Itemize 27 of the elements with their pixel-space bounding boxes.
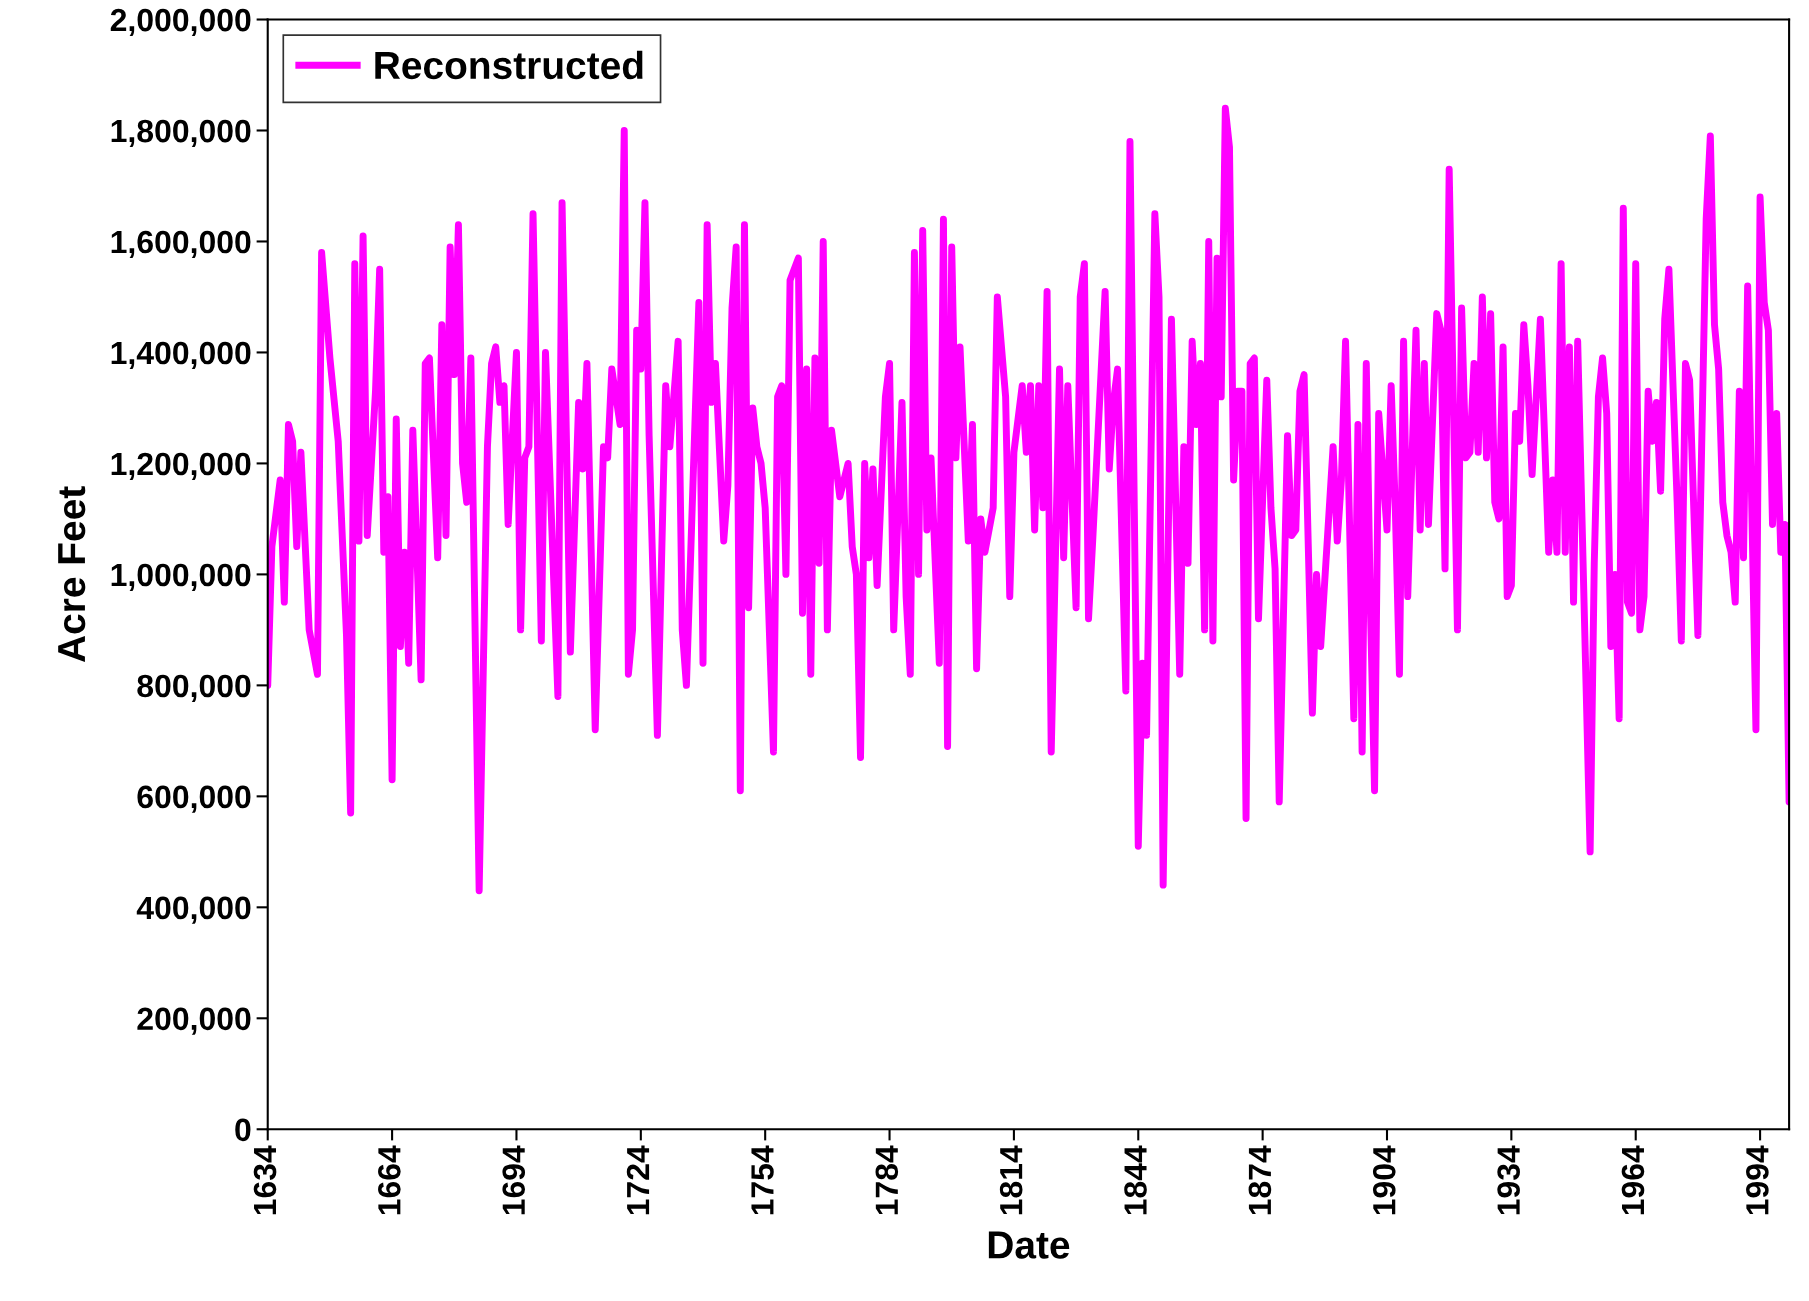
y-tick-label: 0: [235, 1118, 251, 1142]
x-tick-label: 1754: [751, 1145, 774, 1215]
x-tick-label: 1784: [875, 1145, 899, 1215]
x-tick-label: 1964: [1621, 1145, 1645, 1215]
x-tick-label: 1904: [1372, 1145, 1396, 1215]
x-axis-title: Date: [988, 1231, 1070, 1259]
x-tick-label: 1874: [1248, 1145, 1272, 1215]
x-tick-label: 1844: [1124, 1145, 1147, 1215]
x-tick-label: 1934: [1497, 1145, 1520, 1215]
x-tick-label: 1724: [626, 1145, 650, 1215]
y-tick-label: 800,000: [137, 674, 251, 702]
y-tick-label: 1,400,000: [111, 341, 251, 369]
legend-label: Reconstructed: [375, 50, 643, 80]
x-tick-label: 1994: [1746, 1145, 1769, 1215]
x-tick-label: 1694: [502, 1145, 526, 1215]
y-tick-label: 2,000,000: [110, 8, 251, 37]
y-tick-label: 200,000: [137, 1007, 251, 1035]
y-tick-label: 1,600,000: [111, 230, 251, 258]
y-tick-label: 400,000: [136, 896, 251, 924]
x-tick-label: 1634: [253, 1145, 277, 1215]
y-tick-label: 1,000,000: [111, 563, 251, 591]
y-tick-label: 1,800,000: [111, 119, 251, 148]
x-tick-label: 1664: [378, 1145, 401, 1215]
y-axis-title: Acre Feet: [58, 486, 86, 663]
y-tick-label: 600,000: [137, 785, 251, 813]
x-tick-label: 1814: [999, 1145, 1023, 1215]
y-tick-label: 1,200,000: [111, 452, 251, 480]
